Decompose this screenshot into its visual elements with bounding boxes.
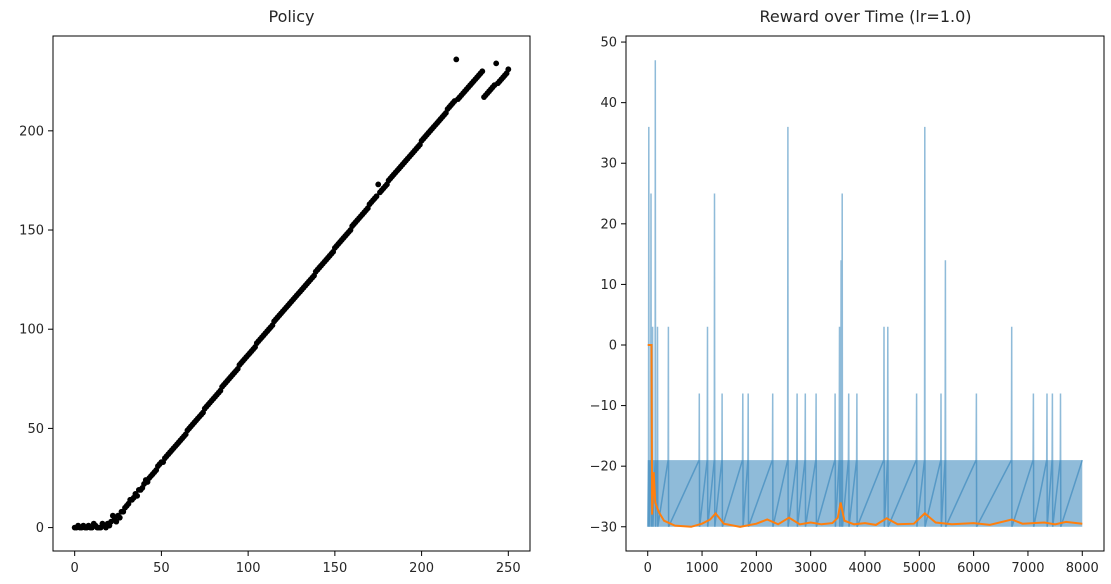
reward-x-tick-label: 1000 — [685, 561, 718, 576]
policy-y-axis: 0 50 100 150 200 — [19, 124, 53, 536]
policy-point — [116, 514, 123, 521]
reward-y-axis: −30 −20 −10 0 10 20 30 40 50 — [590, 36, 626, 535]
policy-point — [493, 60, 500, 67]
policy-x-tick-label: 0 — [71, 561, 79, 576]
reward-x-tick-label: 6000 — [957, 561, 990, 576]
policy-y-tick-label: 100 — [19, 323, 44, 338]
policy-x-tick-label: 50 — [153, 561, 170, 576]
reward-chart: Reward over Time (lr=1.0) 0 1000 2000 3000 4… — [590, 7, 1105, 576]
reward-x-tick-label: 8000 — [1066, 561, 1099, 576]
policy-point — [479, 68, 486, 75]
policy-x-tick-label: 100 — [236, 561, 261, 576]
reward-y-tick-label: 20 — [600, 217, 617, 232]
reward-x-tick-label: 2000 — [740, 561, 773, 576]
reward-chart-title: Reward over Time (lr=1.0) — [759, 7, 971, 26]
reward-y-tick-label: 0 — [609, 339, 617, 354]
policy-x-axis: 0 50 100 150 200 250 — [71, 551, 521, 576]
reward-smoothed-series-line — [647, 344, 1083, 528]
reward-x-axis: 0 1000 2000 3000 4000 5000 6000 7000 8000 — [644, 551, 1099, 576]
policy-axes-frame — [52, 35, 531, 552]
policy-point — [375, 181, 382, 188]
reward-y-tick-label: −20 — [590, 460, 617, 475]
policy-chart-title: Policy — [268, 7, 314, 26]
policy-point — [134, 492, 141, 499]
policy-point — [373, 193, 380, 200]
policy-x-tick-label: 150 — [322, 561, 347, 576]
policy-y-tick-label: 0 — [36, 521, 44, 536]
reward-y-tick-label: −10 — [590, 399, 617, 414]
reward-y-tick-label: −30 — [590, 520, 617, 535]
policy-point — [505, 66, 512, 73]
reward-x-tick-label: 7000 — [1011, 561, 1044, 576]
reward-x-tick-label: 5000 — [903, 561, 936, 576]
policy-points — [71, 56, 512, 531]
reward-y-tick-label: 50 — [600, 36, 617, 51]
reward-y-tick-label: 40 — [600, 96, 617, 111]
policy-x-tick-label: 250 — [496, 561, 521, 576]
reward-x-tick-label: 4000 — [848, 561, 881, 576]
reward-y-tick-label: 10 — [600, 278, 617, 293]
policy-point — [113, 518, 120, 525]
reward-axes-frame — [625, 35, 1105, 552]
policy-chart: Policy 0 50 100 150 200 250 0 50 100 150 200 — [19, 7, 531, 576]
policy-y-tick-label: 150 — [19, 224, 44, 239]
reward-x-tick-label: 3000 — [794, 561, 827, 576]
reward-raw-series-line — [646, 60, 1084, 528]
reward-y-tick-label: 30 — [600, 157, 617, 172]
reward-x-tick-label: 0 — [644, 561, 652, 576]
policy-y-tick-label: 50 — [27, 422, 44, 437]
policy-point — [453, 56, 460, 63]
policy-x-tick-label: 200 — [409, 561, 434, 576]
policy-y-tick-label: 200 — [19, 124, 44, 139]
